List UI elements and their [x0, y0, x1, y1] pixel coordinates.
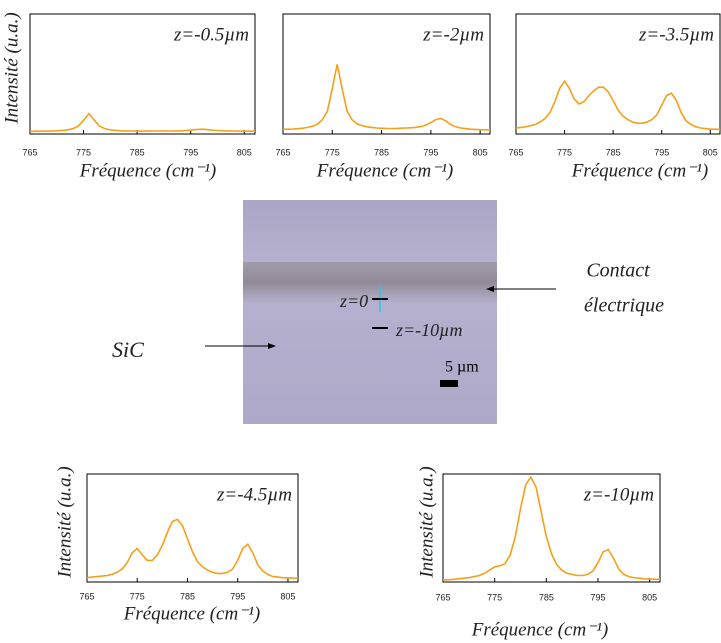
x-tick-label: 805: [237, 147, 252, 157]
annotation: z=-0.5µm: [173, 24, 249, 45]
plot-frame: [29, 13, 256, 135]
x-tick-label: 795: [230, 591, 245, 601]
sic-label: SiC: [112, 337, 144, 362]
x-tick-label: 765: [435, 592, 450, 602]
x-tick-label: 795: [654, 147, 669, 157]
x-tick-label: 765: [275, 147, 290, 157]
x-tick-label: 785: [130, 147, 145, 157]
y-axis-label: Intensité (u.a.): [1, 12, 22, 124]
arrow-head: [268, 343, 276, 349]
x-axis-label: Fréquence (cm⁻¹): [79, 160, 217, 181]
x-tick-label: 795: [423, 147, 438, 157]
x-axis-label: Fréquence (cm⁻¹): [471, 619, 609, 640]
x-axis-label: Fréquence (cm⁻¹): [571, 160, 709, 181]
x-axis-label: Fréquence (cm⁻¹): [316, 160, 454, 181]
y-axis-label: Intensité (u.a.): [416, 466, 437, 578]
contact-label: électrique: [584, 295, 664, 317]
annotation: z=-4.5µm: [216, 484, 292, 505]
x-tick-label: 805: [642, 592, 657, 602]
x-tick-label: 785: [374, 147, 389, 157]
spectrum-line: [283, 64, 491, 131]
x-tick-label: 795: [590, 592, 605, 602]
x-axis-label: Fréquence (cm⁻¹): [123, 603, 261, 624]
x-tick-label: 785: [539, 592, 554, 602]
y-axis-label: Intensité (u.a.): [54, 466, 75, 578]
plot-frame: [282, 13, 491, 135]
contact-band: [243, 262, 497, 302]
x-tick-label: 775: [130, 591, 145, 601]
spectrum-line: [86, 518, 299, 579]
x-tick-label: 765: [79, 591, 94, 601]
plot-frame: [515, 13, 721, 135]
annotation: z=-3.5µm: [638, 24, 714, 45]
spectrum-line: [515, 79, 721, 131]
x-tick-label: 805: [473, 147, 488, 157]
x-tick-label: 775: [325, 147, 340, 157]
x-tick-label: 795: [183, 147, 198, 157]
spectrum-line: [29, 112, 255, 133]
x-tick-label: 805: [703, 147, 718, 157]
arrow-head: [486, 286, 494, 292]
z-label: z=-10µm: [395, 320, 463, 340]
x-tick-label: 775: [76, 147, 91, 157]
x-tick-label: 765: [508, 147, 523, 157]
plot-frame: [442, 473, 661, 583]
x-tick-label: 765: [22, 147, 37, 157]
x-tick-label: 775: [557, 147, 572, 157]
plot-frame: [86, 473, 299, 583]
contact-label: Contact: [586, 260, 650, 282]
scale-bar: [440, 380, 458, 387]
micrograph-image: [243, 200, 497, 424]
scale-label: 5 µm: [445, 359, 479, 376]
z-label: z=0: [339, 291, 368, 311]
x-tick-label: 805: [280, 591, 295, 601]
spectrum-line: [443, 475, 661, 581]
x-tick-label: 785: [180, 591, 195, 601]
annotation: z=-2µm: [422, 24, 484, 45]
annotation: z=-10µm: [583, 484, 654, 505]
micrograph: z=0 z=-10µm 5 µm: [243, 200, 497, 424]
x-tick-label: 785: [606, 147, 621, 157]
x-tick-label: 775: [487, 592, 502, 602]
